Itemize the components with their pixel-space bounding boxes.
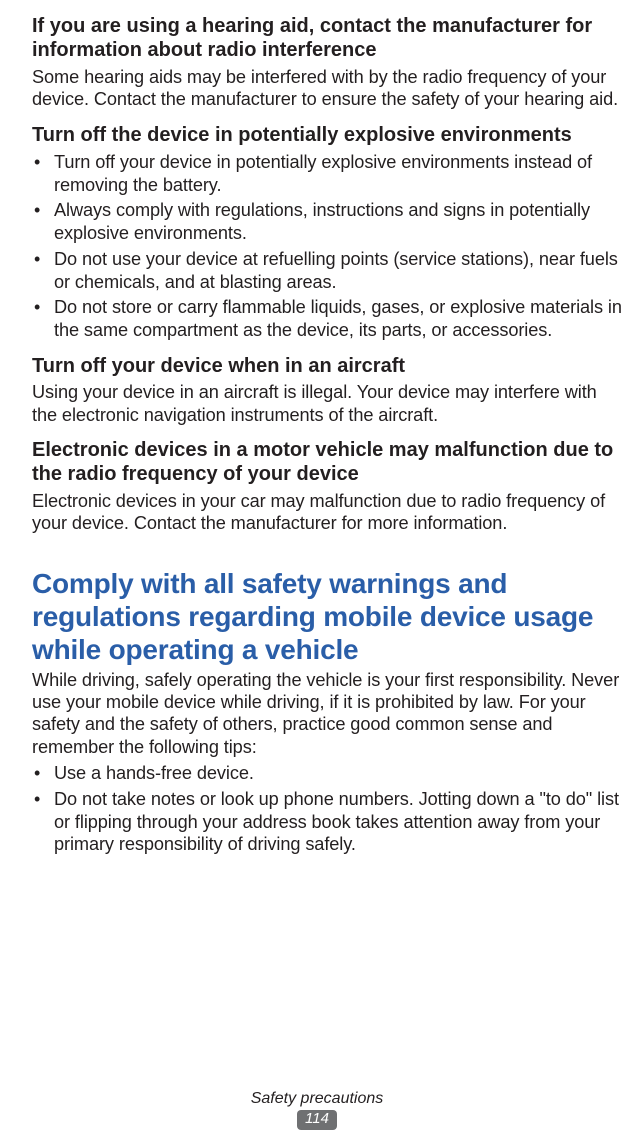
page-number-badge: 114 [297,1110,337,1130]
heading-aircraft: Turn off your device when in an aircraft [32,354,622,378]
footer-label: Safety precautions [0,1089,634,1109]
para-hearing-aid: Some hearing aids may be interfered with… [32,66,622,111]
heading-vehicle-rf: Electronic devices in a motor vehicle ma… [32,438,622,487]
list-comply: Use a hands-free device. Do not take not… [32,762,622,856]
para-vehicle-rf: Electronic devices in your car may malfu… [32,490,622,535]
para-aircraft: Using your device in an aircraft is ille… [32,381,622,426]
page-footer: Safety precautions 114 [0,1089,634,1130]
list-item: Do not store or carry flammable liquids,… [32,296,622,342]
heading-hearing-aid: If you are using a hearing aid, contact … [32,14,622,63]
list-item: Always comply with regulations, instruct… [32,199,622,245]
section-title-comply: Comply with all safety warnings and regu… [32,567,622,666]
list-item: Do not use your device at refuelling poi… [32,248,622,294]
para-comply-intro: While driving, safely operating the vehi… [32,669,622,759]
list-item: Turn off your device in potentially expl… [32,151,622,197]
list-item: Do not take notes or look up phone numbe… [32,788,622,856]
list-explosive: Turn off your device in potentially expl… [32,151,622,342]
heading-explosive: Turn off the device in potentially explo… [32,123,622,147]
list-item: Use a hands-free device. [32,762,622,785]
